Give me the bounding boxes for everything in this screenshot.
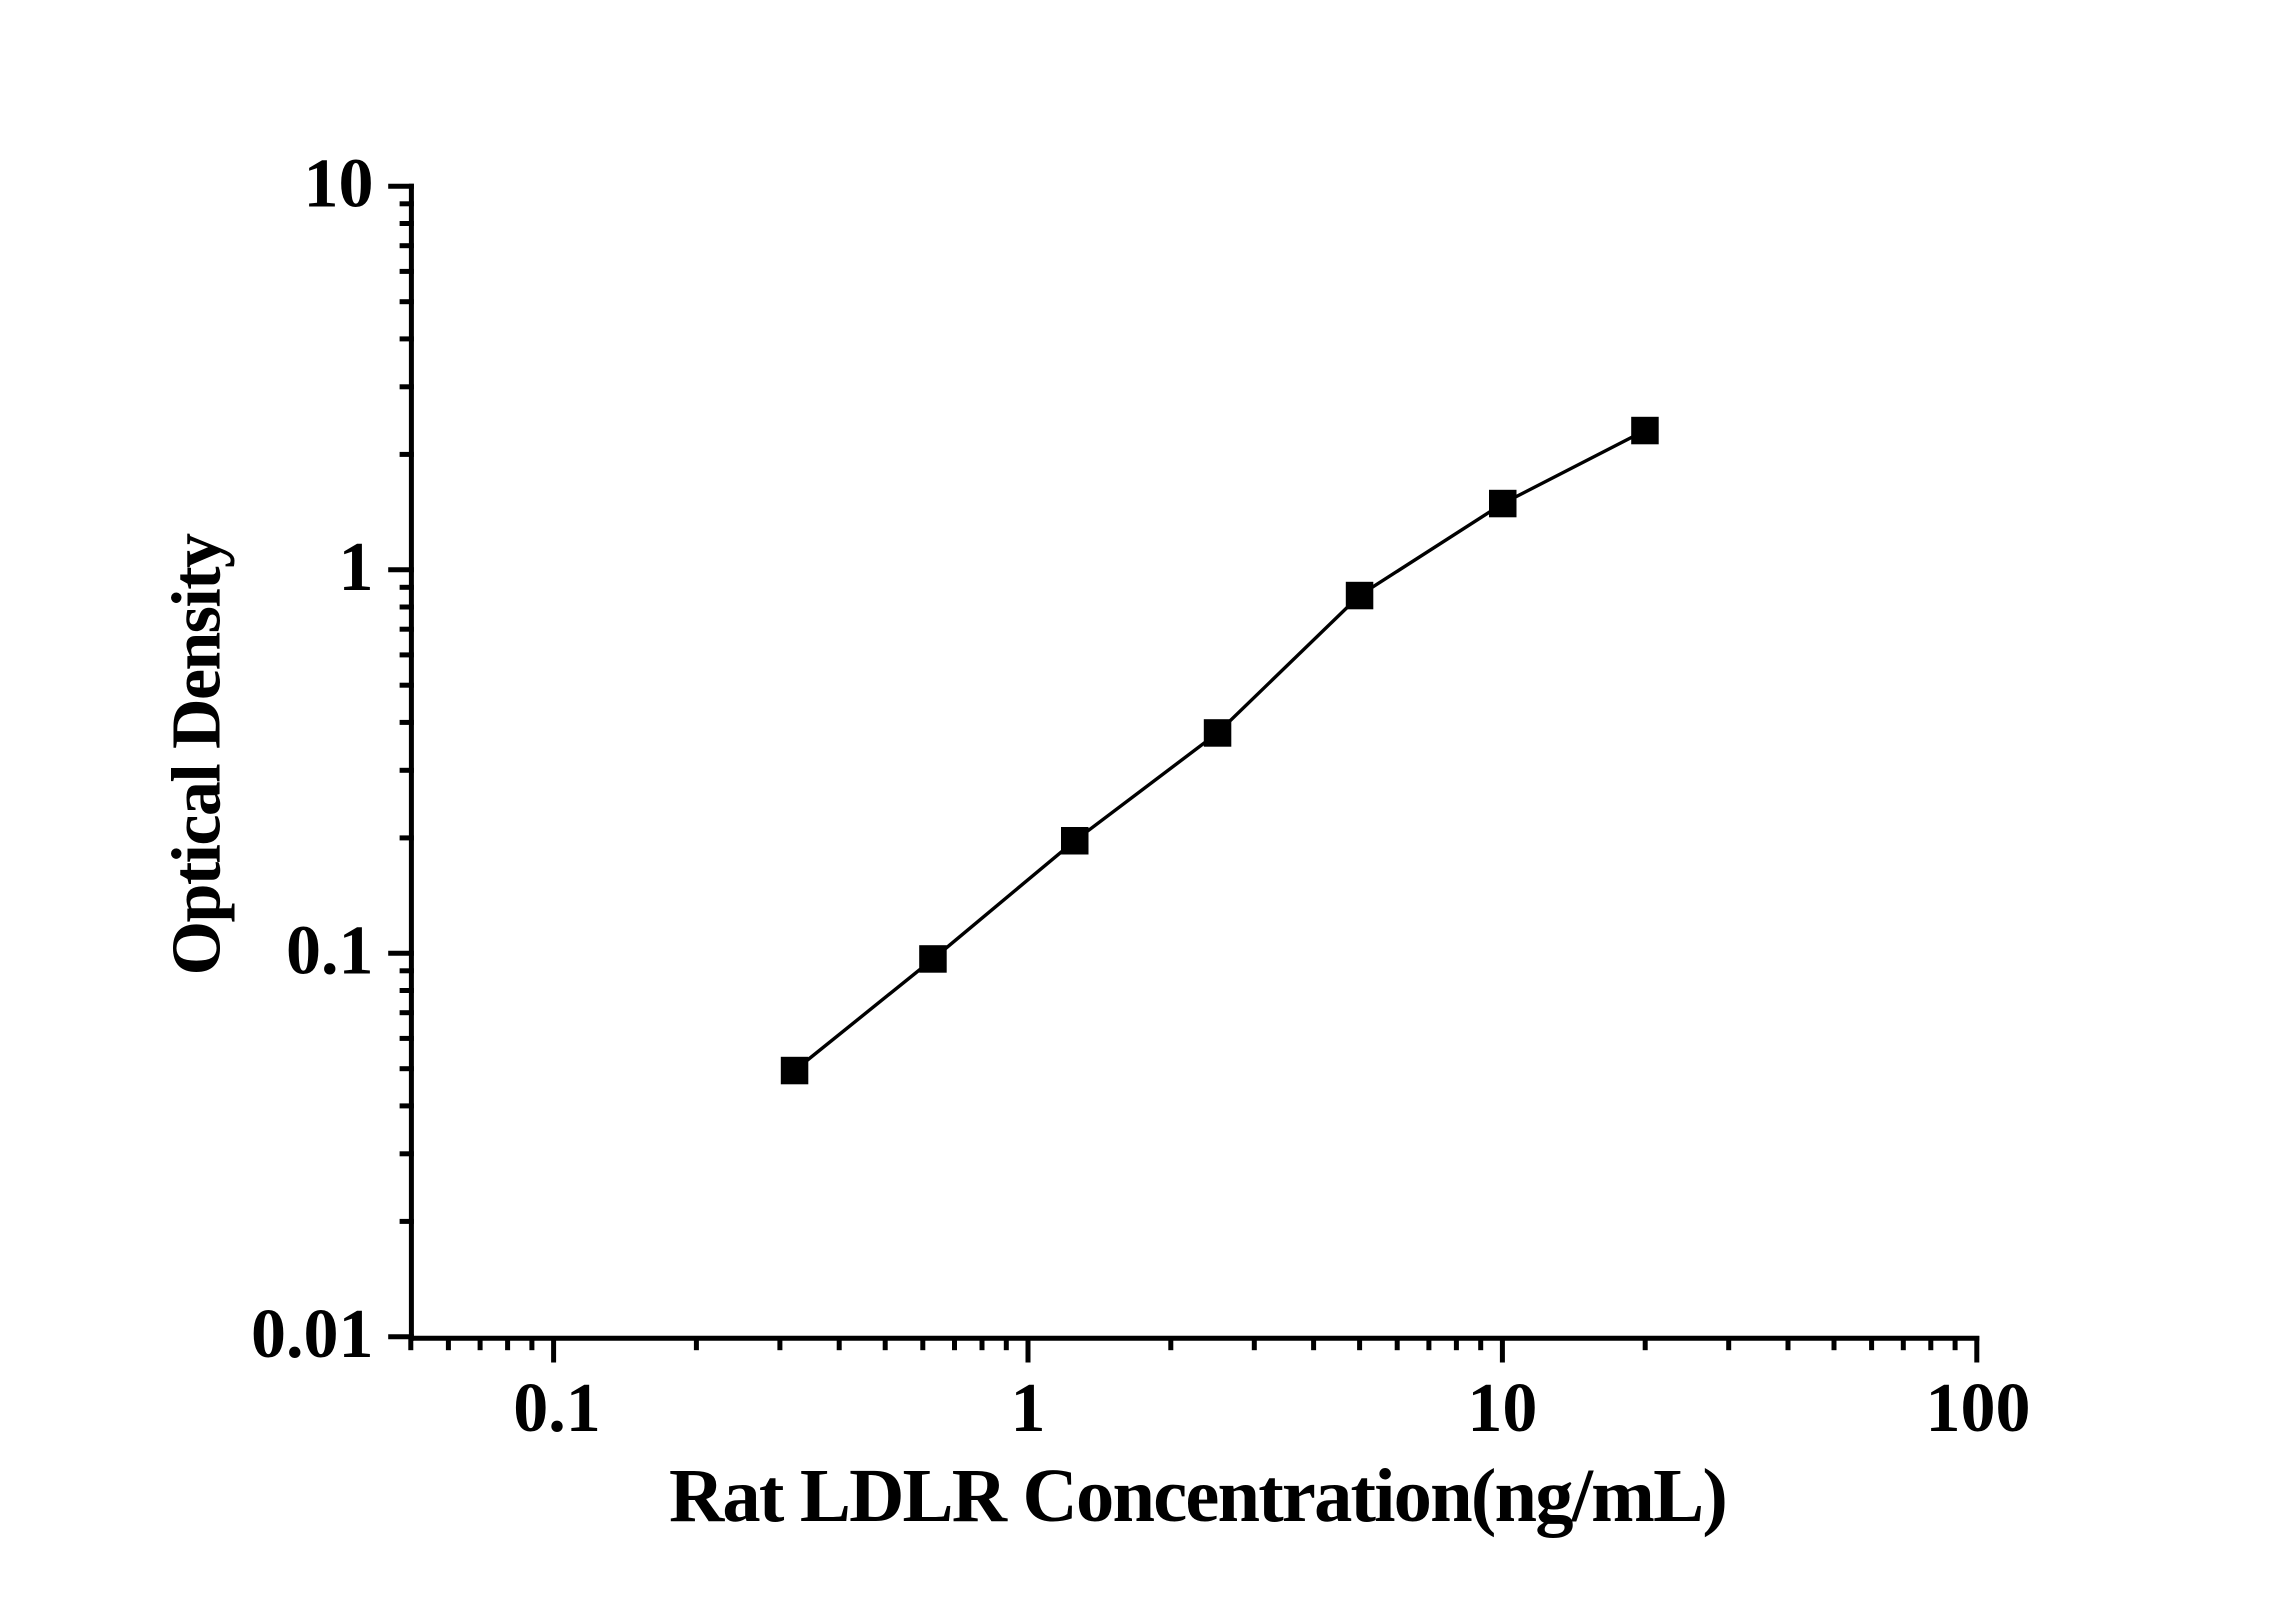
svg-text:Optical Density: Optical Density	[159, 533, 236, 975]
svg-text:100: 100	[1926, 1370, 2031, 1447]
svg-text:0.1: 0.1	[513, 1370, 601, 1447]
svg-text:1: 1	[1011, 1370, 1046, 1447]
svg-text:10: 10	[1467, 1370, 1537, 1447]
svg-text:1: 1	[339, 529, 374, 606]
svg-text:0.01: 0.01	[251, 1296, 374, 1373]
svg-text:Rat LDLR Concentration(ng/mL): Rat LDLR Concentration(ng/mL)	[669, 1453, 1726, 1538]
svg-text:0.1: 0.1	[286, 913, 374, 990]
svg-text:10: 10	[304, 146, 374, 223]
